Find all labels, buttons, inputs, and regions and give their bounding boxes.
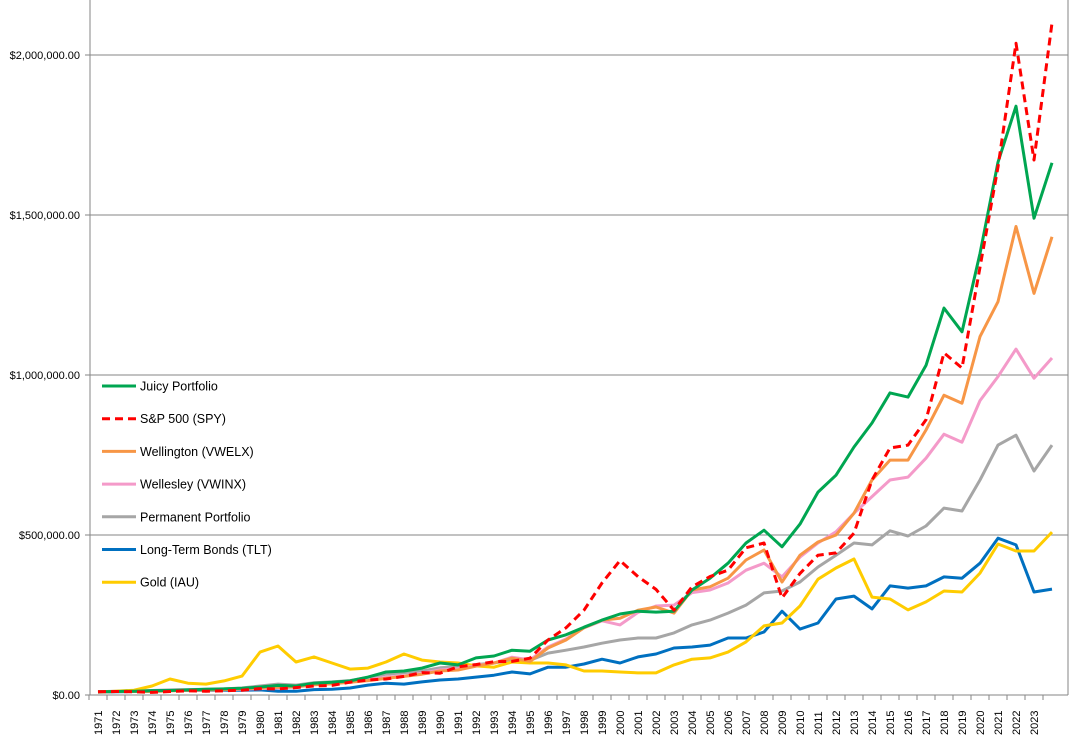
- legend: Juicy Portfolio S&P 500 (SPY) Wellington (…: [102, 380, 272, 590]
- legend-label: Long-Term Bonds (TLT): [140, 543, 272, 557]
- x-tick-label: 2001: [633, 711, 645, 735]
- x-tick-label: 1990: [435, 711, 447, 735]
- x-axis: 1971 1972 1973 1974 1975 1976 1977 1978 1979 1980…: [88, 694, 1068, 735]
- x-tick-label: 1989: [417, 711, 429, 735]
- series-line-0: [97, 104, 1054, 694]
- x-tick-label: 2002: [651, 711, 663, 735]
- x-tick-label: 2020: [975, 711, 987, 735]
- x-tick-label: 1977: [201, 711, 213, 735]
- legend-item: Long-Term Bonds (TLT): [102, 543, 272, 557]
- x-tick-label: 1996: [543, 711, 555, 735]
- x-tick-label: 1972: [111, 711, 123, 735]
- x-tick-label: 1985: [345, 711, 357, 735]
- x-tick-label: 2004: [687, 711, 699, 735]
- legend-item: S&P 500 (SPY): [102, 412, 226, 426]
- legend-label: Gold (IAU): [140, 576, 199, 590]
- x-tick-label: 1980: [255, 711, 267, 735]
- series-line-1: [97, 22, 1054, 694]
- x-tick-label: 2008: [759, 711, 771, 735]
- x-tick-label: 2003: [669, 711, 681, 735]
- x-tick-label: 2010: [795, 711, 807, 735]
- x-tick-label: 2015: [885, 711, 897, 735]
- x-tick-label: 1988: [399, 711, 411, 735]
- y-tick-label: $1,500,000.00: [10, 210, 80, 222]
- series-line-2: [97, 225, 1054, 694]
- x-tick-label: 1975: [165, 711, 177, 735]
- x-tick-label: 1986: [363, 711, 375, 735]
- x-tick-label: 2021: [993, 711, 1005, 735]
- x-tick-label: 1995: [525, 711, 537, 735]
- x-tick-label: 2017: [921, 711, 933, 735]
- x-tick-label: 1971: [93, 711, 105, 735]
- x-tick-label: 1973: [129, 711, 141, 735]
- x-tick-label: 1982: [291, 711, 303, 735]
- y-axis: $0.00 $500,000.00 $1,000,000.00 $1,500,000.…: [10, 0, 1069, 702]
- legend-label: Juicy Portfolio: [140, 380, 218, 394]
- legend-label: Permanent Portfolio: [140, 510, 251, 524]
- x-tick-label: 1991: [453, 711, 465, 735]
- x-tick-label: 1997: [561, 711, 573, 735]
- x-tick-label: 1992: [471, 711, 483, 735]
- x-tick-label: 1998: [579, 711, 591, 735]
- legend-label: S&P 500 (SPY): [140, 412, 226, 426]
- x-tick-label: 2022: [1011, 711, 1023, 735]
- x-tick-label: 1978: [219, 711, 231, 735]
- x-tick-label: 1987: [381, 711, 393, 735]
- x-tick-label: 2009: [777, 711, 789, 735]
- x-tick-label: 2019: [957, 711, 969, 735]
- x-tick-label: 2023: [1029, 711, 1041, 735]
- x-tick-label: 1994: [507, 711, 519, 735]
- series-line-4: [97, 433, 1054, 694]
- y-tick-label: $1,000,000.00: [10, 370, 80, 382]
- x-tick-label: 1993: [489, 711, 501, 735]
- series-lines: [97, 22, 1054, 694]
- x-tick-label: 1981: [273, 711, 285, 735]
- x-tick-label: 1984: [327, 711, 339, 735]
- x-tick-label: 1976: [183, 711, 195, 735]
- legend-item: Wellesley (VWINX): [102, 478, 246, 492]
- legend-item: Permanent Portfolio: [102, 510, 251, 524]
- x-tick-label: 2005: [705, 711, 717, 735]
- x-tick-label: 1999: [597, 711, 609, 735]
- y-tick-label: $0.00: [52, 690, 80, 702]
- legend-item: Wellington (VWELX): [102, 445, 254, 459]
- x-tick-label: 2013: [849, 711, 861, 735]
- x-tick-label: 2006: [723, 711, 735, 735]
- x-tick-label: 1979: [237, 711, 249, 735]
- x-tick-label: 2014: [867, 711, 879, 735]
- x-tick-label: 2012: [831, 711, 843, 735]
- x-tick-label: 2000: [615, 711, 627, 735]
- y-tick-label: $500,000.00: [19, 530, 80, 542]
- y-tick-label: $2,000,000.00: [10, 50, 80, 62]
- x-tick-label: 2016: [903, 711, 915, 735]
- x-tick-label: 2018: [939, 711, 951, 735]
- x-tick-label: 1983: [309, 711, 321, 735]
- x-tick-label: 1974: [147, 711, 159, 735]
- x-tick-label: 2011: [813, 711, 825, 735]
- series-line-6: [97, 531, 1054, 694]
- legend-item: Juicy Portfolio: [102, 380, 218, 394]
- legend-item: Gold (IAU): [102, 576, 199, 590]
- legend-label: Wellesley (VWINX): [140, 478, 246, 492]
- legend-label: Wellington (VWELX): [140, 445, 254, 459]
- x-tick-label: 2007: [741, 711, 753, 735]
